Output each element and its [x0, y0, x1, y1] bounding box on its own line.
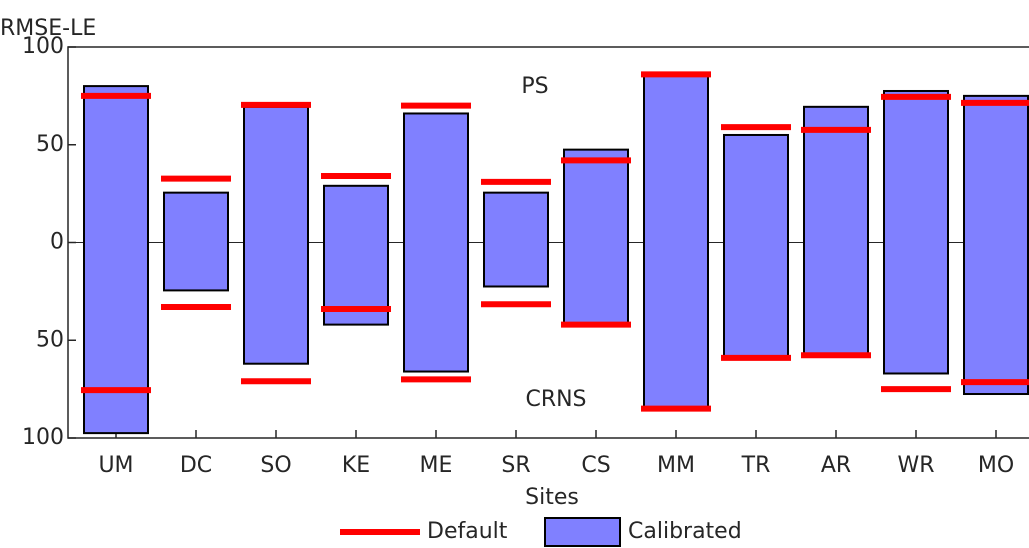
calibrated-bar: [643, 72, 709, 410]
legend-label: Default: [427, 519, 508, 544]
x-tick-label: WR: [897, 453, 934, 478]
x-tick-label: SR: [501, 453, 530, 478]
calibrated-bar: [883, 89, 949, 375]
x-tick-label: AR: [821, 453, 851, 478]
y-tick-label: 100: [22, 425, 64, 450]
calibrated-bar: [243, 105, 309, 365]
y-axis-label: RMSE-LE: [0, 16, 96, 41]
calibrated-bar: [563, 148, 629, 326]
calibrated-bar: [83, 85, 149, 435]
annotation: PS: [521, 74, 548, 99]
x-tick-label: CS: [581, 453, 610, 478]
x-tick-label: MO: [978, 453, 1014, 478]
y-tick-label: 0: [50, 230, 64, 255]
calibrated-bar: [163, 191, 229, 292]
y-tick-label: 50: [36, 327, 64, 352]
x-tick-label: UM: [98, 453, 133, 478]
legend-label: Calibrated: [628, 519, 742, 544]
legend-swatch: [544, 517, 621, 547]
calibrated-bar: [483, 191, 549, 288]
y-tick-label: 50: [36, 132, 64, 157]
x-tick-label: DC: [180, 453, 212, 478]
x-tick-label: TR: [741, 453, 771, 478]
x-tick-label: KE: [342, 453, 370, 478]
annotation: CRNS: [525, 387, 586, 412]
y-tick-label: 100: [22, 34, 64, 59]
x-tick-label: SO: [260, 453, 291, 478]
x-tick-label: ME: [420, 453, 453, 478]
calibrated-bar: [803, 105, 869, 355]
calibrated-bar: [963, 94, 1029, 396]
calibrated-bar: [323, 184, 389, 326]
x-axis-label: Sites: [525, 485, 579, 510]
calibrated-bar: [723, 133, 789, 359]
calibrated-bar: [403, 112, 469, 373]
x-tick-label: MM: [657, 453, 695, 478]
